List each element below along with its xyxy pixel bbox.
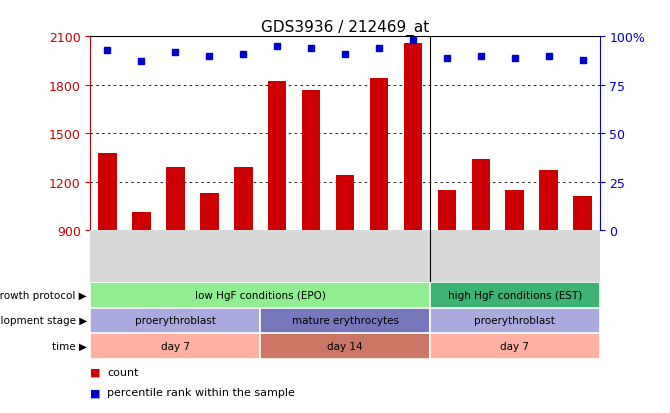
Bar (302, 90, 320, 230)
Bar (200, 193, 218, 230)
Bar (539, 171, 558, 230)
Text: development stage ▶: development stage ▶ (0, 316, 87, 325)
Text: mature erythrocytes: mature erythrocytes (291, 316, 399, 325)
Text: count: count (107, 367, 139, 377)
Bar (370, 79, 389, 230)
Bar (336, 176, 354, 230)
Text: ■: ■ (90, 367, 101, 377)
Bar (166, 168, 185, 230)
Bar (505, 190, 524, 230)
Bar (90, 334, 260, 359)
Bar (403, 44, 422, 230)
Bar (430, 282, 600, 308)
Text: day 7: day 7 (161, 342, 190, 351)
Bar (472, 159, 490, 230)
Bar (90, 282, 430, 308)
Bar (234, 168, 253, 230)
Text: proerythroblast: proerythroblast (474, 316, 555, 325)
Text: low HgF conditions (EPO): low HgF conditions (EPO) (195, 290, 326, 300)
Text: proerythroblast: proerythroblast (135, 316, 216, 325)
Bar (260, 308, 430, 334)
Text: time ▶: time ▶ (52, 342, 87, 351)
Text: high HgF conditions (EST): high HgF conditions (EST) (448, 290, 582, 300)
Title: GDS3936 / 212469_at: GDS3936 / 212469_at (261, 20, 429, 36)
Text: day 7: day 7 (500, 342, 529, 351)
Bar (430, 308, 600, 334)
Bar (574, 197, 592, 230)
Text: percentile rank within the sample: percentile rank within the sample (107, 387, 295, 397)
Bar (430, 334, 600, 359)
Bar (98, 153, 117, 230)
Bar (260, 334, 430, 359)
Bar (438, 190, 456, 230)
Text: growth protocol ▶: growth protocol ▶ (0, 290, 87, 300)
Text: day 14: day 14 (327, 342, 363, 351)
Bar (90, 308, 260, 334)
Bar (268, 82, 287, 230)
Text: ■: ■ (90, 387, 101, 397)
Bar (132, 213, 151, 230)
